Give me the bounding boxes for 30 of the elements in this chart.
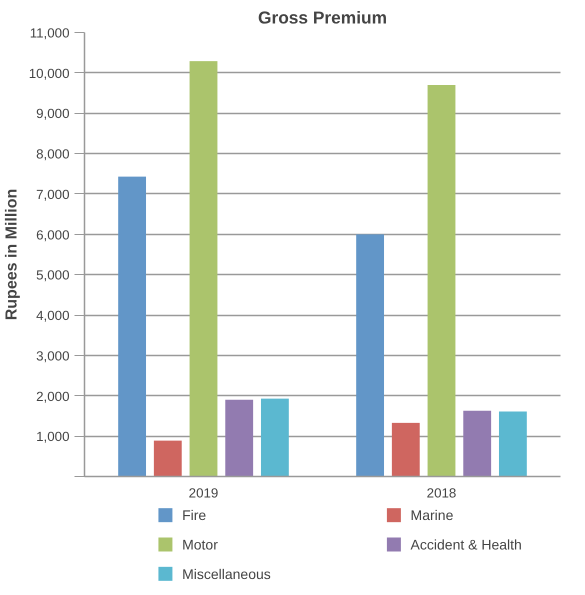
y-tick-label: 2,000 <box>36 388 70 404</box>
y-axis-title: Rupees in Million <box>4 188 21 320</box>
bar <box>428 84 456 476</box>
bar <box>356 234 384 476</box>
legend-label: Miscellaneous <box>182 566 271 582</box>
y-tick-label: 5,000 <box>36 268 70 283</box>
legend-label: Fire <box>182 507 206 524</box>
bar <box>498 412 527 476</box>
chart-title: Gross Premium <box>258 8 388 28</box>
y-tick-label: 11,000 <box>30 26 70 40</box>
x-tick-label: 2019 <box>188 486 218 500</box>
y-tick-label: 9,000 <box>36 106 70 122</box>
bar <box>260 398 289 476</box>
bar <box>463 410 492 476</box>
y-tick-label: 3,000 <box>36 348 70 364</box>
y-tick-label: 7,000 <box>36 186 70 202</box>
bar <box>392 422 420 476</box>
legend-label: Marine <box>410 507 454 524</box>
x-tick-label: 2018 <box>426 486 456 500</box>
legend-label: Motor <box>182 536 218 552</box>
y-tick-label: 8,000 <box>36 146 70 162</box>
bar <box>118 176 146 476</box>
bar <box>190 61 218 476</box>
y-tick-label: 6,000 <box>36 227 70 242</box>
y-tick-label: 4,000 <box>36 308 70 324</box>
bar <box>154 440 182 476</box>
y-tick-label: 1,000 <box>36 429 70 444</box>
legend-label: Accident & Health <box>410 536 522 552</box>
bar <box>225 400 254 476</box>
y-tick-label: 10,000 <box>28 66 70 81</box>
